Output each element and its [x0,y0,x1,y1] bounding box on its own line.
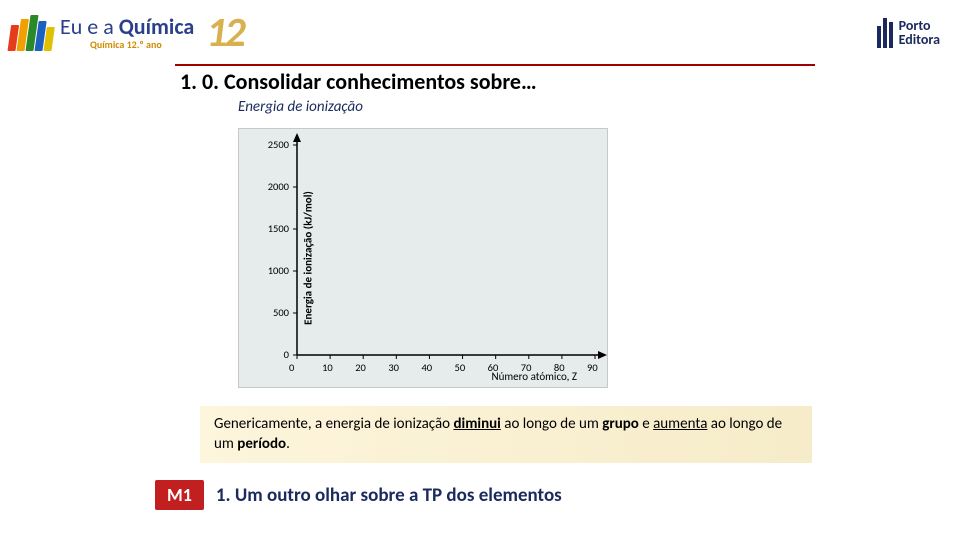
summary-b2: período [237,435,286,453]
brand-logo: Eu e a Química Química 12.º ano 12 [10,7,243,58]
publisher-text: Porto Editora [899,19,940,47]
y-tick-label: 2000 [268,180,289,193]
publisher-line2: Editora [899,33,940,47]
summary-b1: grupo [602,415,639,433]
y-tick-label: 0 [284,348,289,361]
brand-text: Eu e a Química Química 12.º ano [60,16,194,50]
publisher-logo: Porto Editora [877,18,940,48]
x-tick-label: 10 [322,361,333,374]
summary-mid1: ao longo de um [501,415,602,433]
section-rule [175,64,815,66]
x-tick-label: 0 [289,361,294,374]
module-row: M1 1. Um outro olhar sobre a TP dos elem… [155,480,562,510]
summary-mid2: e [639,415,653,433]
x-tick-label: 40 [421,361,432,374]
summary-u2: aumenta [653,415,707,433]
brand-bold: Química [119,13,195,40]
module-title: 1. Um outro olhar sobre a TP dos element… [216,484,562,507]
x-tick-label: 20 [355,361,366,374]
publisher-bars-icon [877,18,893,48]
module-badge: M1 [155,480,204,510]
book-spines-icon [7,15,56,51]
y-tick-label: 1500 [268,222,289,235]
publisher-bar-icon [877,26,881,48]
slide-header: Eu e a Química Química 12.º ano 12 Porto… [0,0,960,60]
x-tick-label: 90 [587,361,598,374]
summary-box: Genericamente, a energia de ionização di… [200,406,812,463]
brand-subtitle: Química 12.º ano [90,40,194,50]
subtopic: Energia de ionização [238,98,363,116]
publisher-bar-icon [889,22,893,48]
ionization-chart: Energia de ionização (kJ/mol) Número ató… [238,128,608,388]
y-tick-label: 1000 [268,264,289,277]
section-title: 1. 0. Consolidar conhecimentos sobre… [180,68,537,95]
summary-post: . [286,435,290,453]
publisher-bar-icon [883,18,887,48]
summary-pre: Genericamente, a energia de ionização [214,415,453,433]
chart-svg [239,129,609,389]
x-tick-label: 70 [521,361,532,374]
brand-prefix: Eu e a [60,13,119,40]
y-tick-label: 2500 [268,138,289,151]
y-tick-label: 500 [273,306,289,319]
big-number-icon: 12 [206,7,243,58]
x-tick-label: 30 [388,361,399,374]
x-tick-label: 50 [455,361,466,374]
brand-main: Eu e a Química [60,16,194,38]
summary-u1: diminui [453,415,500,433]
x-tick-label: 80 [554,361,565,374]
x-tick-label: 60 [488,361,499,374]
